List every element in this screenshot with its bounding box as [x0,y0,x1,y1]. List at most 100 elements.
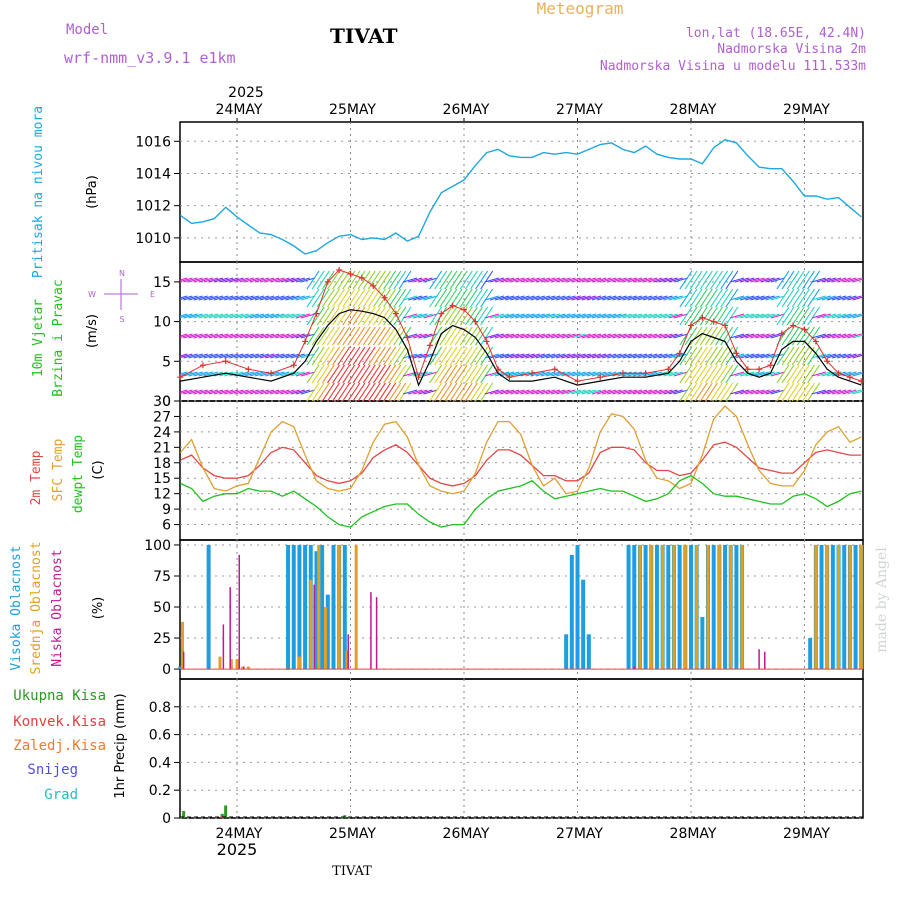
wind-barb [648,277,663,283]
wind-barb [821,389,837,395]
wind-barb [444,346,458,366]
wind-barb [811,371,826,377]
wind-barb [480,364,494,384]
wind-barb [357,364,371,384]
wind-barb [720,288,734,308]
wind-barb [332,270,346,290]
wind-barb [816,313,831,319]
wind-barb [740,353,755,359]
wind-barb [694,306,708,326]
wind-barb [699,364,713,384]
wind-barb [254,295,270,301]
wind-barb [755,313,770,319]
wind-barb [408,353,423,359]
wind-barb [388,382,402,401]
wind-barb [203,295,219,301]
wind-barb [489,389,505,395]
y-tick-label: 75 [153,569,171,585]
wind-barb [203,371,219,377]
wind-barb [515,277,530,283]
wind-barb [188,371,203,377]
wind-barb [760,353,775,359]
wind-barb [234,295,249,301]
wind-barb [265,295,280,301]
wind-barb [249,295,265,301]
gust-marker [177,374,184,381]
gust-marker [472,318,479,325]
wind-barb [602,313,617,319]
wind-barb [755,277,770,283]
wind-barb [398,346,412,366]
wind-barb [684,382,698,401]
wind-barb [239,371,254,377]
wind-barb [597,277,612,283]
wind-barb [280,333,295,339]
cloud-bar [238,554,241,670]
wind-barb [704,326,718,346]
wind-barb [689,306,703,326]
wind-barb [729,389,745,395]
wind-barb [668,313,683,319]
wind-barb [627,333,642,339]
cloud-bar [859,544,863,670]
wind-barb [734,389,750,395]
wind-barb [489,353,505,359]
wind-barb [612,353,627,359]
wind-barb [622,389,637,395]
wind-barb [668,353,683,359]
wind-barb [576,277,591,283]
wind-barb [295,313,310,319]
precipitation-frame [179,678,864,819]
wind-barb [275,295,290,301]
wind-barb [275,277,290,283]
wind-barb [265,277,280,283]
wind-barb [434,270,448,290]
wind-barb [280,277,295,283]
wind-barb [556,389,571,395]
wind-barb [571,333,586,339]
wind-barb [725,382,739,401]
wind-barb [755,353,770,359]
wind-barb [530,313,545,319]
wind-barb [765,295,780,301]
wind-barb [540,313,556,319]
wind-barb [388,288,402,308]
wind-barb [423,295,438,301]
wind-barb [290,333,305,339]
wind-barb [648,389,663,395]
wind-barb [402,313,418,319]
wind-barb [254,313,270,319]
y-tick-label: 0.8 [149,700,171,716]
wind-barb [725,306,739,326]
gust-marker [449,302,456,309]
gust-marker [222,358,229,365]
wind-barb [673,277,688,283]
wind-barb [734,277,750,283]
wind-barb [357,306,371,326]
wind-barb [193,277,208,283]
wind-barb [770,371,785,377]
wind-barb [259,389,275,395]
wind-barb [372,364,386,384]
wind-barb [459,382,473,401]
wind-barb [352,288,366,308]
gust-marker [710,318,717,325]
wind-barb [520,389,535,395]
wind-barb [280,295,295,301]
wind-barb [576,353,591,359]
wind-barb [750,353,765,359]
wind-barb [842,277,857,283]
wind-barb [362,288,376,308]
cloud-bar [178,666,183,670]
wind-barb [770,333,785,339]
wind-barb [837,295,852,301]
precip-bar [182,811,186,818]
cloud-bar [819,544,824,670]
wind-barb [362,270,376,290]
wind-barb [484,313,499,319]
top-day-label: 27MAY [556,102,603,118]
wind-barb [725,288,739,308]
wind-barb [617,277,632,283]
wind-barb [290,295,305,301]
wind-barb [617,333,632,339]
